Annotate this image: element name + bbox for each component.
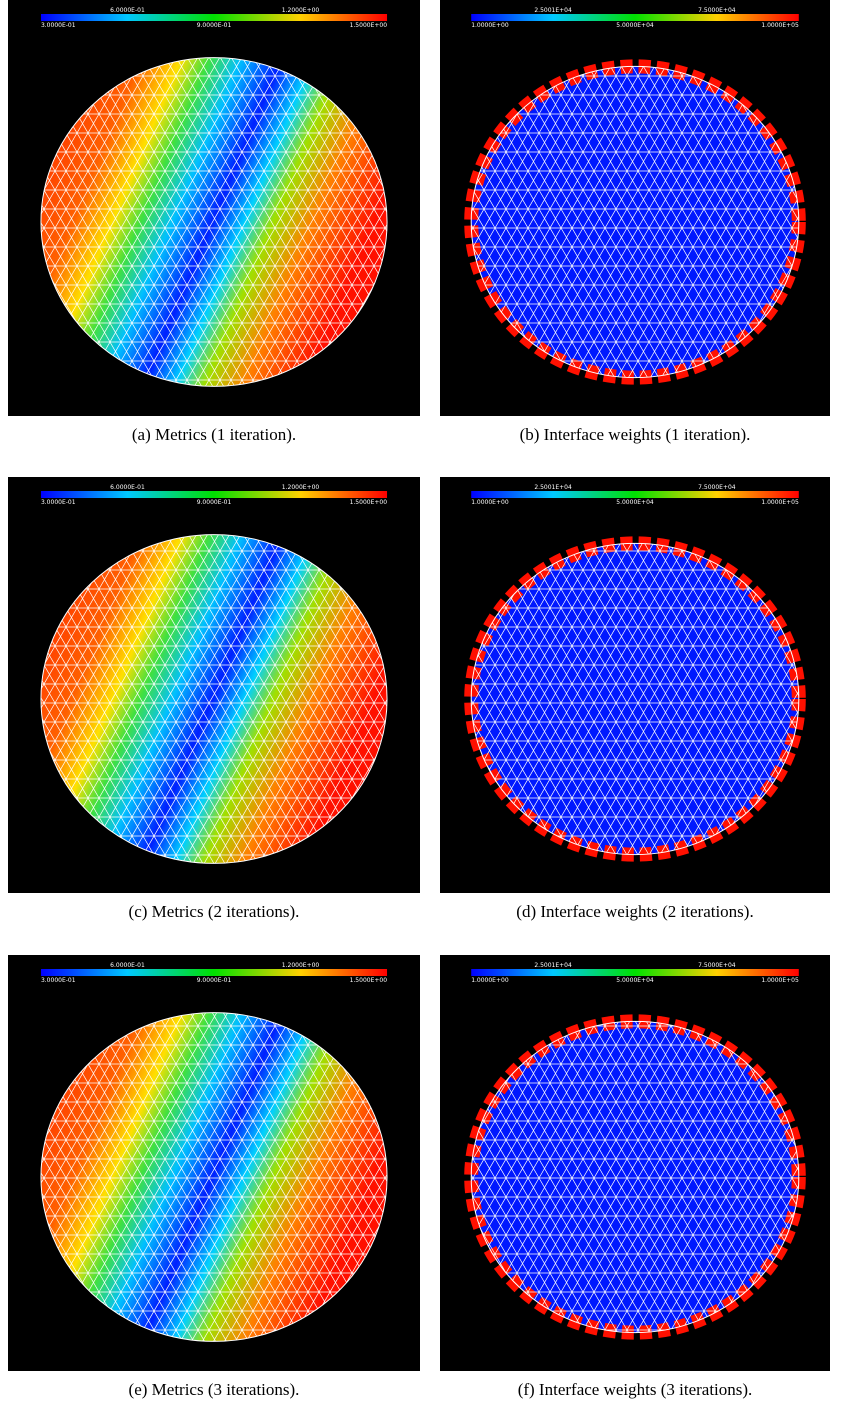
colorbar-label: 6.0000E-01 [110,484,145,491]
colorbar [471,14,799,21]
colorbar-label: 1.0000E+05 [761,22,799,29]
colorbar-label: 1.0000E+05 [761,977,799,984]
colorbar-label: 1.5000E+00 [350,977,388,984]
mesh-lines [40,57,388,387]
caption: (d) Interface weights (2 iterations). [516,902,753,921]
colorbar [471,491,799,498]
colorbar-label: 2.5001E+04 [534,7,572,14]
colorbar-label: 5.0000E+04 [616,977,654,984]
colorbar-label: 1.5000E+00 [350,22,388,29]
colorbar-label: 3.0000E-01 [41,499,76,506]
caption: (a) Metrics (1 iteration). [132,425,296,444]
colorbar-label: 1.0000E+00 [471,977,509,984]
colorbar-label: 3.0000E-01 [41,22,76,29]
colorbar [40,491,388,498]
panel: 2.5001E+04 7.5000E+04 1.0000E+00 5.0000E+04… [440,955,830,1399]
colorbar-label: 1.0000E+00 [471,499,509,506]
colorbar-label: 1.5000E+00 [350,499,388,506]
colorbar-label: 1.0000E+00 [471,22,509,29]
mesh-lines [40,1012,388,1342]
colorbar-label: 7.5000E+04 [698,962,736,969]
colorbar-label: 9.0000E-01 [197,499,232,506]
colorbar [40,14,388,21]
panel: 2.5001E+04 7.5000E+04 1.0000E+00 5.0000E+04… [440,0,830,444]
colorbar-label: 5.0000E+04 [616,499,654,506]
panel: 6.0000E-01 1.2000E+00 3.0000E-01 9.0000E-01… [8,477,420,921]
mesh-lines [470,1020,800,1334]
colorbar-label: 6.0000E-01 [110,962,145,969]
panel: 6.0000E-01 1.2000E+00 3.0000E-01 9.0000E-01… [8,0,420,444]
mesh-lines [40,534,388,864]
colorbar-label: 1.2000E+00 [282,7,320,14]
mesh-lines [470,542,800,856]
mesh-lines [470,65,800,379]
colorbar-label: 1.0000E+05 [761,499,799,506]
colorbar-label: 9.0000E-01 [197,977,232,984]
colorbar-label: 9.0000E-01 [197,22,232,29]
colorbar-label: 1.2000E+00 [282,484,320,491]
caption: (c) Metrics (2 iterations). [129,902,300,921]
colorbar-label: 5.0000E+04 [616,22,654,29]
colorbar-label: 7.5000E+04 [698,7,736,14]
caption: (e) Metrics (3 iterations). [129,1380,300,1399]
caption: (b) Interface weights (1 iteration). [520,425,751,444]
caption: (f) Interface weights (3 iterations). [518,1380,753,1399]
colorbar [40,969,388,976]
colorbar [471,969,799,976]
panel: 2.5001E+04 7.5000E+04 1.0000E+00 5.0000E+04… [440,477,830,921]
colorbar-label: 2.5001E+04 [534,962,572,969]
colorbar-label: 6.0000E-01 [110,7,145,14]
colorbar-label: 2.5001E+04 [534,484,572,491]
panel: 6.0000E-01 1.2000E+00 3.0000E-01 9.0000E-01… [8,955,420,1399]
colorbar-label: 7.5000E+04 [698,484,736,491]
colorbar-label: 1.2000E+00 [282,962,320,969]
colorbar-label: 3.0000E-01 [41,977,76,984]
